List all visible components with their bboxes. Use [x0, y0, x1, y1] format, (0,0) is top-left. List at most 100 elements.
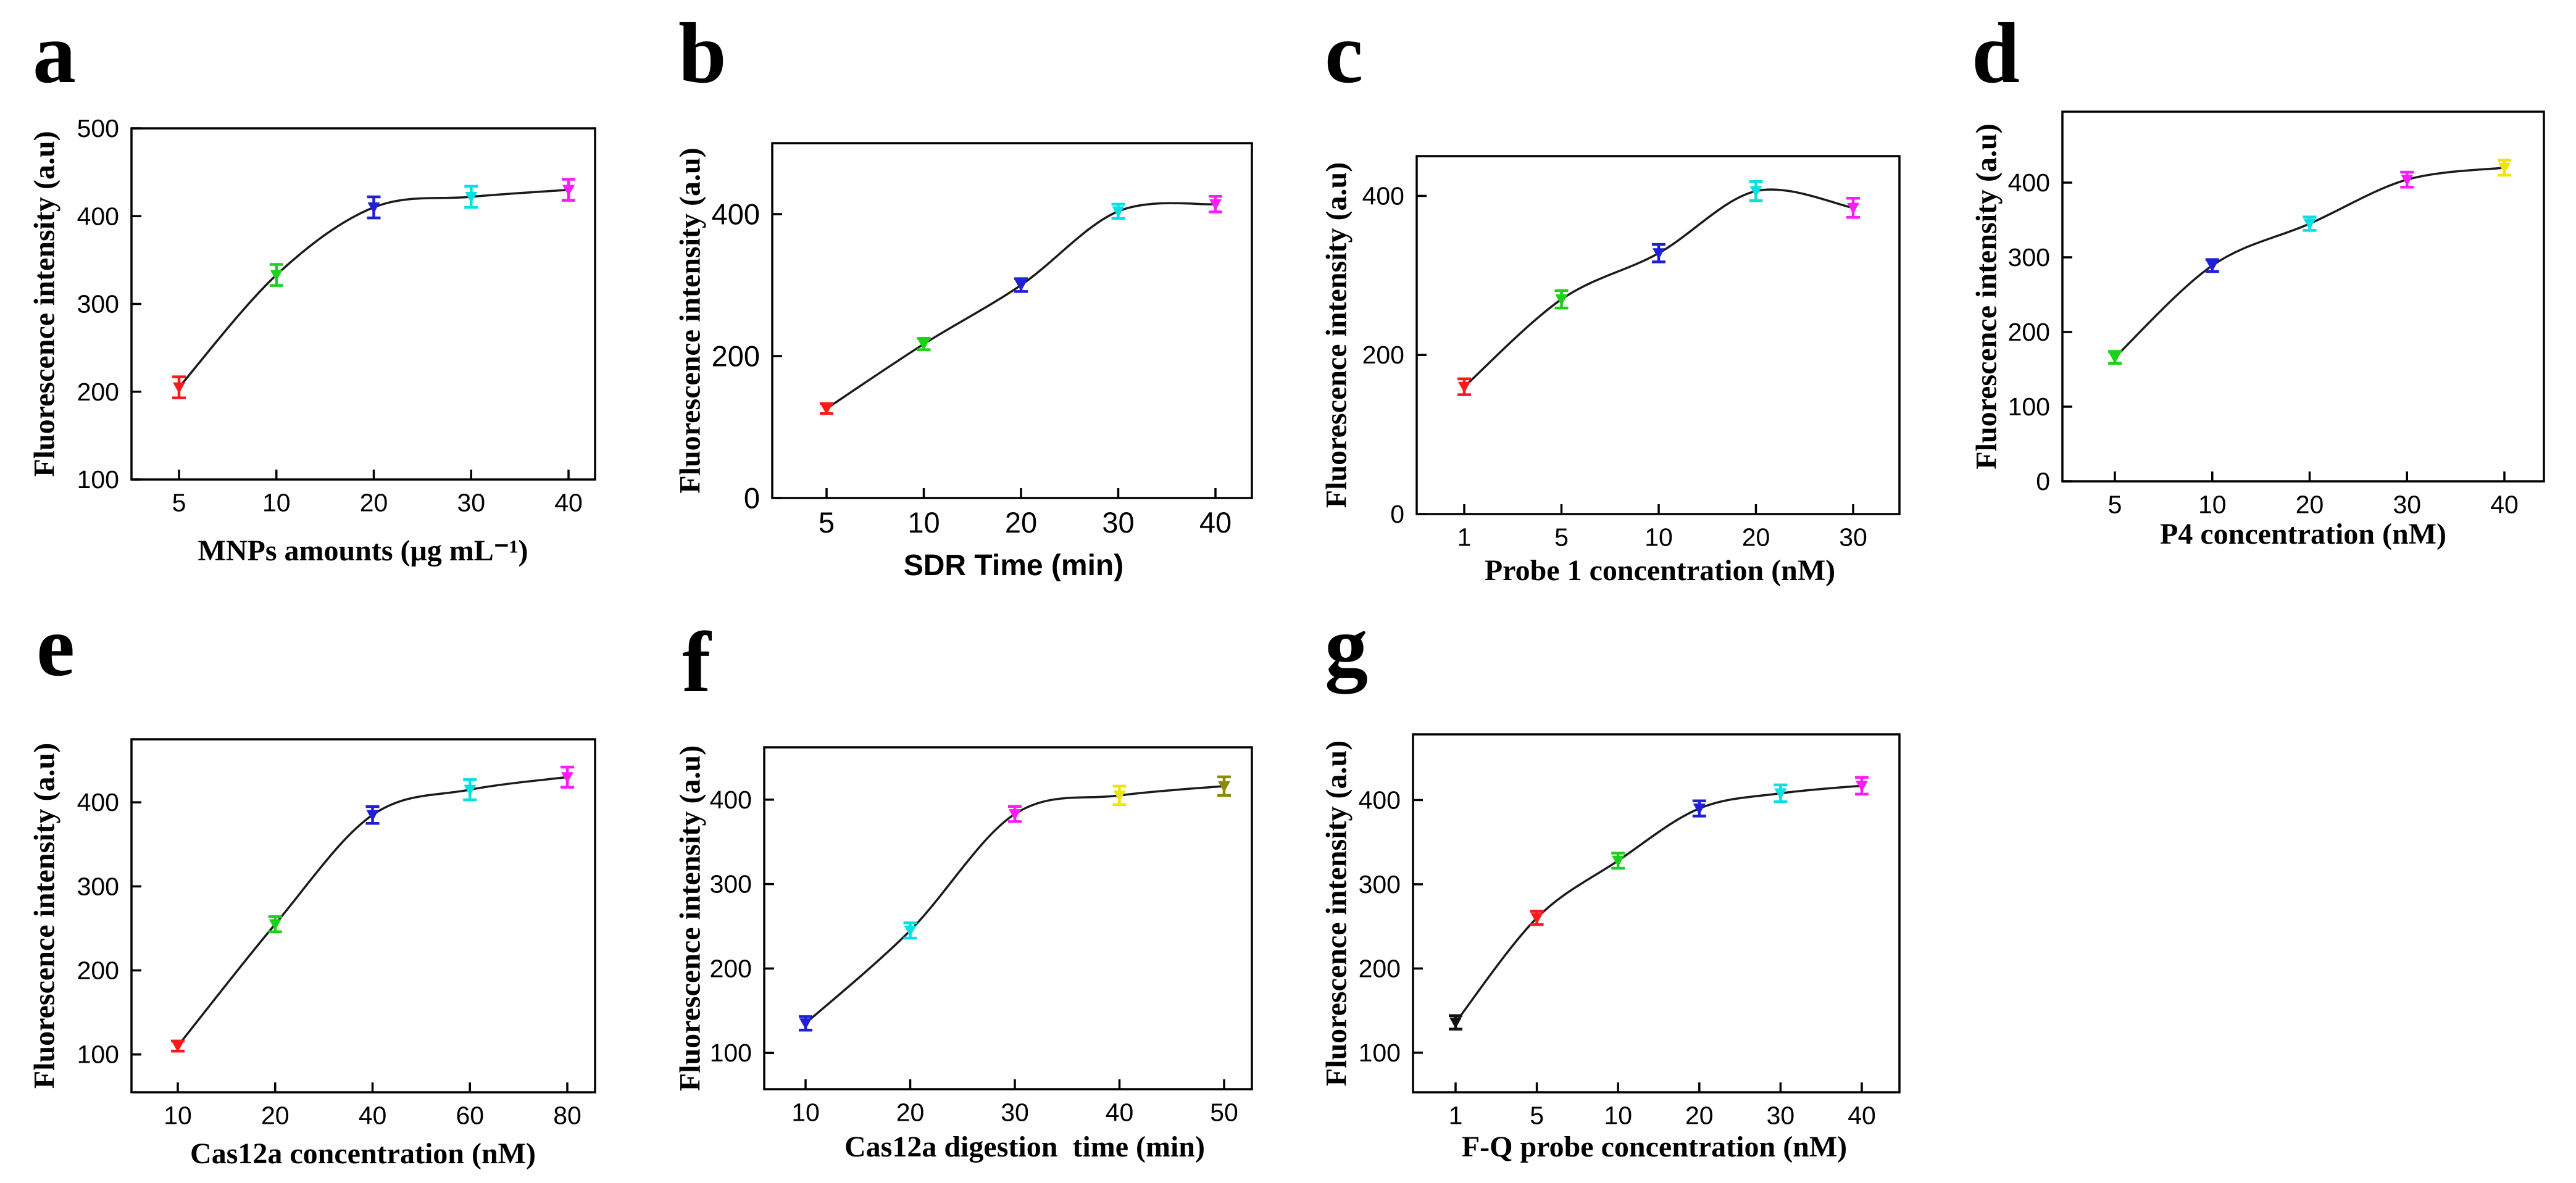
- x-tick-label: 20: [2296, 491, 2324, 519]
- x-tick-label: 10: [262, 489, 291, 517]
- x-tick-label: 40: [1199, 506, 1232, 539]
- x-tick-label: 20: [360, 489, 388, 517]
- y-tick-label: 400: [2008, 168, 2050, 197]
- panel-d: d 0 100 200 300 400 5 10 20 30 40 Fluorescence inte…: [1970, 6, 2545, 550]
- data-point: [1218, 781, 1230, 792]
- data-point: [1112, 206, 1125, 218]
- x-tick-label: 50: [1210, 1098, 1238, 1127]
- data-point: [1847, 202, 1859, 214]
- panel-b: b 0 200 400 5 10 20 30 40 Fluorescence intensity …: [674, 6, 1253, 582]
- data-point: [172, 1041, 184, 1053]
- plot-frame: [771, 142, 1253, 499]
- panel-label: g: [1325, 599, 1368, 694]
- data-point: [2303, 218, 2316, 230]
- y-tick-label: 400: [1359, 786, 1401, 814]
- fit-curve: [1463, 188, 1854, 388]
- x-tick-label: 30: [2393, 491, 2421, 519]
- x-tick-label: 20: [1685, 1102, 1714, 1130]
- y-tick-label: 400: [712, 198, 760, 231]
- x-tick-label: 40: [359, 1102, 387, 1130]
- data-point: [1774, 788, 1787, 800]
- y-tick-label: 200: [1362, 341, 1404, 369]
- x-tick-label: 20: [261, 1102, 290, 1130]
- y-tick-label: 100: [2008, 392, 2050, 421]
- data-point: [1009, 809, 1021, 821]
- x-tick-label: 20: [1005, 506, 1037, 539]
- data-point: [173, 382, 185, 394]
- data-point: [1530, 913, 1543, 924]
- panel-e: e 100 200 300 400 10 20 40 60 80 Fluorescence inte…: [28, 599, 596, 1170]
- fit-curve: [2114, 167, 2505, 359]
- data-point: [1209, 199, 1222, 210]
- y-tick-label: 100: [77, 465, 119, 494]
- data-point: [367, 202, 380, 214]
- y-axis-title: Fluorescence intensity (a.u): [674, 745, 707, 1091]
- y-tick-label: 300: [2008, 243, 2050, 272]
- data-point: [366, 810, 379, 821]
- x-tick-label: 5: [2108, 491, 2122, 519]
- plot-frame: [2061, 110, 2545, 483]
- x-tick-label: 20: [896, 1098, 925, 1127]
- x-axis-title: Probe 1 concentration (nM): [1485, 554, 1835, 587]
- data-point: [1653, 248, 1665, 260]
- y-tick-label: 200: [77, 957, 119, 985]
- x-axis-title: MNPs amounts (μg mL⁻¹): [198, 534, 528, 567]
- x-tick-label: 1: [1457, 523, 1472, 552]
- x-tick-label: 30: [457, 489, 485, 517]
- x-tick-label: 30: [1839, 523, 1867, 552]
- x-tick-label: 20: [1742, 523, 1770, 552]
- data-point: [799, 1018, 812, 1030]
- y-tick-label: 200: [712, 340, 760, 373]
- y-tick-label: 400: [77, 788, 119, 816]
- panel-label: e: [36, 599, 75, 694]
- y-tick-label: 300: [710, 870, 752, 899]
- data-point: [1749, 186, 1762, 197]
- x-tick-label: 40: [1106, 1098, 1134, 1127]
- data-point: [2401, 175, 2414, 186]
- fit-curve: [804, 785, 1225, 1024]
- data-point: [269, 919, 281, 931]
- y-axis-title: Fluorescence intensity (a.u): [1320, 162, 1353, 508]
- x-tick-label: 10: [1644, 523, 1673, 552]
- data-point: [2206, 260, 2219, 272]
- fit-curve: [1454, 784, 1862, 1023]
- x-axis-title: F-Q probe concentration (nM): [1462, 1131, 1847, 1163]
- x-tick-label: 80: [553, 1102, 581, 1130]
- data-point: [917, 339, 930, 351]
- x-tick-label: 40: [2490, 491, 2519, 519]
- plot-frame: [1412, 733, 1901, 1094]
- y-axis-title: Fluorescence intensity (a.u): [674, 147, 707, 493]
- y-tick-label: 500: [77, 114, 119, 143]
- x-axis-title: P4 concentration (nM): [2160, 518, 2446, 550]
- x-tick-label: 30: [1767, 1102, 1795, 1130]
- data-point: [1856, 781, 1868, 792]
- x-tick-label: 1: [1449, 1102, 1463, 1130]
- x-tick-label: 5: [819, 506, 835, 539]
- y-tick-label: 400: [1362, 181, 1404, 210]
- x-tick-label: 30: [1001, 1098, 1029, 1127]
- fit-curve: [826, 202, 1216, 410]
- data-point: [1113, 790, 1126, 802]
- data-point: [1612, 855, 1625, 867]
- data-point: [2498, 162, 2511, 174]
- y-tick-label: 200: [77, 378, 119, 406]
- x-tick-label: 10: [907, 506, 940, 539]
- x-tick-label: 30: [1102, 506, 1134, 539]
- fit-curve: [177, 776, 568, 1047]
- y-axis-title: Fluorescence intensity (a.u): [28, 131, 61, 476]
- data-point: [820, 404, 833, 415]
- plot-frame: [130, 127, 596, 481]
- fit-curve: [178, 188, 569, 388]
- data-point: [465, 191, 478, 203]
- y-tick-label: 200: [2008, 318, 2050, 346]
- panel-label: d: [1972, 6, 2020, 101]
- x-tick-label: 40: [554, 489, 583, 517]
- plot-frame: [1415, 155, 1901, 515]
- x-tick-label: 10: [791, 1098, 820, 1127]
- x-tick-label: 60: [456, 1102, 484, 1130]
- data-point: [464, 784, 477, 796]
- data-point: [1449, 1017, 1462, 1029]
- panel-label: f: [682, 615, 712, 710]
- x-tick-label: 10: [164, 1102, 192, 1130]
